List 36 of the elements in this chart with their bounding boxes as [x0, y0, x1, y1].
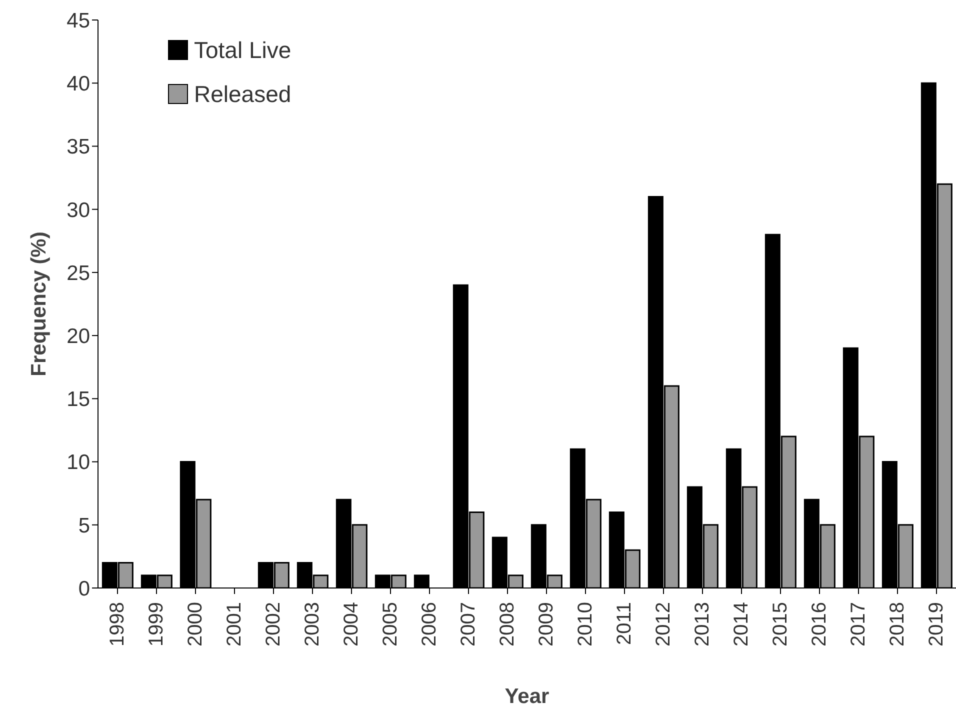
legend-label: Released: [194, 80, 292, 109]
x-tick-label: 2013: [692, 602, 714, 646]
y-tick-label: 30: [66, 198, 90, 222]
y-tick-label: 15: [66, 388, 90, 412]
legend-label: Total Live: [194, 36, 292, 65]
x-tick-label: 2017: [848, 602, 870, 646]
x-tick-label: 2003: [302, 602, 324, 646]
y-tick-label: 25: [66, 262, 90, 285]
x-tick-label: 2018: [886, 602, 908, 646]
x-tick-label: 2002: [262, 602, 284, 646]
x-tick-label: 2010: [574, 602, 596, 646]
y-tick-label: 45: [66, 9, 90, 32]
y-tick-label: 40: [66, 72, 90, 96]
x-tick-label: 2001: [224, 602, 246, 646]
y-tick-label: 10: [66, 451, 90, 474]
x-tick-label: 2004: [340, 602, 362, 646]
x-tick-label: 2000: [184, 602, 206, 646]
x-axis-title: Year: [504, 684, 550, 708]
y-tick-label: 5: [78, 514, 90, 538]
x-tick-label: 2008: [496, 602, 518, 646]
x-tick-label: 2009: [536, 602, 558, 646]
y-axis-title: Frequency (%): [27, 232, 50, 376]
y-tick-label: 35: [66, 136, 90, 159]
x-tick-label: 2006: [418, 602, 440, 646]
x-tick-label: 2005: [380, 602, 402, 646]
x-tick-label: 2012: [652, 602, 674, 646]
x-tick-label: 2007: [458, 602, 480, 646]
x-tick-label: 2016: [808, 602, 830, 646]
x-tick-label: 2019: [926, 602, 948, 646]
y-tick-label: 20: [66, 325, 90, 348]
x-tick-label: 2015: [770, 602, 792, 646]
x-tick-label: 2014: [730, 602, 752, 646]
y-tick-label: 0: [78, 577, 90, 600]
x-tick-label: 1998: [106, 602, 128, 646]
x-tick-label: 1999: [146, 602, 168, 646]
x-tick-label: 2011: [614, 602, 636, 646]
